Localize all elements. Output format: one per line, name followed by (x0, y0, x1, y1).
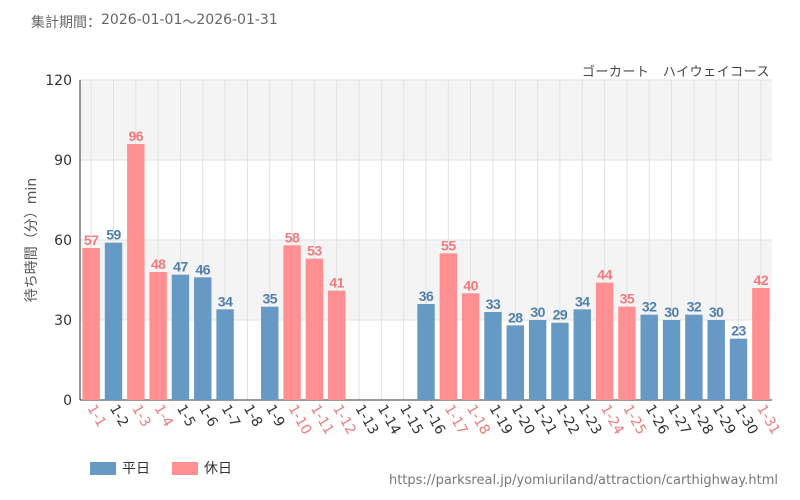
bar-value-label: 55 (441, 237, 456, 253)
bar-value-label: 34 (218, 293, 233, 309)
y-tick-label: 90 (54, 153, 72, 169)
bar-1-21 (528, 320, 547, 400)
bar-1-30 (729, 338, 748, 400)
bar-value-label: 32 (687, 299, 702, 315)
x-tick-label: 1-7 (218, 402, 243, 430)
y-axis-title: 待ち時間（分）min (24, 178, 40, 302)
bar-1-5 (171, 274, 190, 400)
source-url[interactable]: https://parksreal.jp/yomiuriland/attract… (388, 473, 778, 488)
x-tick-label: 1-5 (173, 402, 198, 430)
legend-weekday-swatch (90, 461, 116, 475)
bar-1-3 (127, 144, 145, 400)
x-tick-label: 1-1 (84, 402, 109, 430)
legend-holiday-label: 休日 (204, 461, 232, 477)
x-tick-label: 1-3 (128, 402, 153, 430)
bar-1-16 (417, 304, 435, 400)
bar-1-1 (82, 248, 100, 400)
x-tick-label: 1-8 (240, 402, 265, 430)
x-tick-label: 1-6 (195, 402, 220, 430)
bar-1-9 (261, 306, 279, 400)
bar-value-label: 40 (463, 277, 478, 293)
legend-holiday-swatch (172, 461, 198, 475)
bar-value-label: 96 (129, 128, 144, 144)
bar-1-10 (283, 245, 301, 400)
bar-1-11 (305, 258, 324, 400)
bar-1-2 (104, 242, 123, 400)
bar-value-label: 23 (731, 323, 746, 339)
legend-weekday[interactable]: 平日 (90, 458, 150, 478)
bar-1-22 (551, 322, 569, 400)
bar-1-19 (484, 312, 502, 400)
bar-value-label: 44 (597, 267, 612, 283)
bar-1-7 (216, 309, 234, 400)
bar-value-label: 59 (106, 227, 121, 243)
bar-1-20 (506, 325, 524, 400)
bar-value-label: 35 (620, 291, 635, 307)
bar-1-25 (618, 306, 636, 400)
bar-value-label: 30 (530, 304, 545, 320)
y-tick-label: 30 (54, 313, 72, 329)
bar-1-31 (752, 288, 770, 400)
bar-value-label: 29 (553, 307, 568, 323)
bar-1-24 (595, 282, 614, 400)
bar-1-28 (685, 314, 703, 400)
bar-1-27 (662, 320, 681, 400)
period-start: 2026-01-01 (101, 12, 183, 28)
bar-value-label: 58 (285, 229, 300, 245)
x-tick-label: 1-4 (151, 402, 176, 430)
chart-title: ゴーカート ハイウェイコース (581, 65, 770, 80)
bar-value-label: 36 (419, 288, 434, 304)
period-label: 集計期間： 2026-01-01 ～ 2026-01-31 (31, 12, 278, 32)
y-tick-label: 60 (54, 233, 72, 249)
bar-value-label: 53 (307, 243, 322, 259)
period-prefix: 集計期間： (31, 15, 101, 31)
bar-1-12 (328, 290, 346, 400)
chart-legend: 平日 休日 (90, 458, 232, 478)
x-tick-label: 1-9 (262, 402, 287, 430)
bar-value-label: 30 (664, 304, 679, 320)
bar-value-label: 28 (508, 309, 523, 325)
bar-1-6 (194, 277, 212, 400)
bar-1-4 (149, 272, 167, 400)
legend-holiday[interactable]: 休日 (172, 458, 232, 478)
legend-weekday-label: 平日 (122, 461, 150, 477)
bar-value-label: 46 (195, 261, 210, 277)
bar-1-23 (573, 309, 591, 400)
bar-value-label: 35 (262, 291, 277, 307)
bar-value-label: 34 (575, 293, 590, 309)
bar-value-label: 57 (84, 232, 99, 248)
period-separator: ～ (182, 15, 197, 31)
y-tick-label: 120 (45, 73, 72, 89)
bar-value-label: 33 (486, 296, 501, 312)
x-tick-label: 1-31 (753, 402, 783, 438)
y-tick-label: 0 (63, 393, 72, 409)
bar-1-17 (439, 253, 458, 400)
bar-value-label: 47 (173, 259, 188, 275)
bar-1-29 (707, 320, 725, 400)
bar-value-label: 30 (709, 304, 724, 320)
bar-value-label: 48 (151, 256, 166, 272)
bar-1-18 (461, 293, 480, 400)
period-end: 2026-01-31 (196, 12, 278, 28)
x-tick-label: 1-2 (106, 402, 131, 430)
bar-1-26 (640, 314, 658, 400)
bar-value-label: 41 (329, 275, 344, 291)
bar-value-label: 42 (754, 272, 769, 288)
bar-value-label: 32 (642, 299, 657, 315)
